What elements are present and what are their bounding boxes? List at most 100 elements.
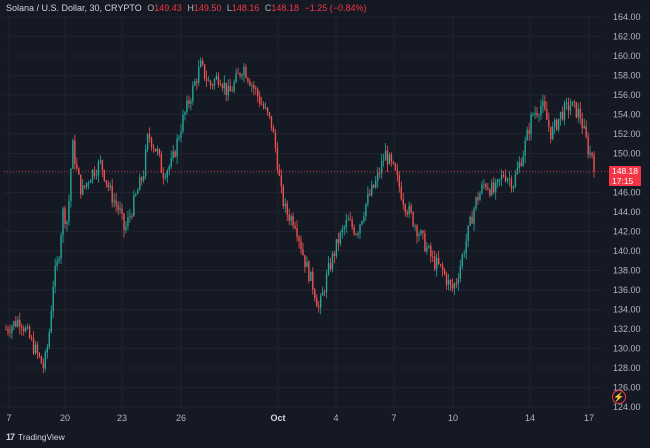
candle (34, 340, 37, 356)
candle (227, 79, 229, 101)
candle (304, 254, 306, 273)
x-tick-label: Oct (270, 413, 285, 423)
candle (44, 349, 47, 372)
candle (465, 233, 467, 260)
candle (251, 82, 253, 93)
candle (430, 242, 432, 263)
candle (62, 206, 64, 243)
candle (174, 149, 176, 158)
candle (418, 231, 420, 242)
candle (491, 179, 493, 197)
candle (455, 278, 458, 288)
candle (257, 87, 259, 103)
candle (7, 325, 9, 336)
tradingview-logo[interactable]: 17 TradingView (6, 432, 65, 442)
candle (127, 211, 129, 231)
candle (434, 250, 436, 272)
low-value: 148.16 (231, 3, 260, 13)
candle (377, 167, 379, 188)
candle (95, 169, 98, 180)
candle (211, 83, 214, 90)
candle (68, 194, 70, 226)
candle (154, 148, 157, 152)
candle (70, 167, 72, 208)
candle (264, 102, 267, 110)
candle (205, 70, 208, 88)
change-value: −1.25 (−0.84%) (304, 3, 367, 13)
candle (142, 170, 145, 183)
candle (463, 249, 465, 258)
candle (318, 301, 320, 313)
x-tick-label: 4 (333, 413, 338, 423)
candle (215, 72, 218, 81)
candle (9, 324, 11, 338)
candle (424, 229, 426, 253)
y-tick-label: 160.00 (613, 51, 641, 61)
candle (316, 294, 318, 307)
candle (575, 101, 578, 119)
candle (188, 95, 190, 109)
candle (552, 121, 554, 141)
candle (26, 323, 29, 330)
candle (565, 98, 568, 110)
candle (371, 180, 373, 198)
x-tick-label: 7 (6, 413, 11, 423)
candle (526, 126, 528, 141)
candle (563, 100, 566, 126)
candle (249, 78, 251, 87)
candle (253, 81, 255, 96)
candle (78, 167, 80, 175)
candle (194, 78, 196, 87)
candle (404, 203, 406, 217)
candle (353, 224, 355, 237)
candle (107, 180, 109, 192)
price-axis[interactable]: 164.00 162.00 160.00 158.00 156.00 154.00 152.… (613, 12, 641, 412)
candle (74, 134, 76, 170)
y-tick-label: 124.00 (613, 402, 641, 412)
candle (439, 263, 442, 268)
candle (119, 201, 121, 215)
candle (416, 224, 418, 244)
x-tick-label: 7 (391, 413, 396, 423)
candle (5, 324, 7, 331)
lightning-icon[interactable]: ⚡ (612, 390, 626, 404)
candle (245, 64, 247, 79)
candle (152, 144, 155, 153)
candle (196, 78, 198, 90)
candle (144, 144, 147, 180)
candle (548, 112, 550, 132)
candle (314, 287, 316, 302)
y-tick-label: 154.00 (613, 110, 641, 120)
candle (469, 215, 471, 227)
candle (587, 132, 589, 159)
candle (357, 231, 359, 239)
candle (396, 163, 399, 182)
candle (146, 132, 149, 152)
candle (46, 343, 48, 359)
candle (13, 320, 15, 331)
candles (5, 57, 595, 374)
candle (168, 164, 170, 176)
candle (522, 150, 524, 167)
candle (569, 98, 572, 116)
candle (508, 171, 511, 187)
symbol-title[interactable]: Solana / U.S. Dollar, 30, CRYPTO (6, 3, 142, 13)
candle (259, 91, 261, 108)
candle (422, 229, 424, 240)
candle (554, 118, 556, 135)
candle (577, 102, 579, 123)
candle (48, 328, 50, 350)
candle (406, 209, 408, 218)
candle (60, 232, 62, 264)
candle (139, 173, 141, 191)
candle (237, 67, 239, 74)
time-axis[interactable]: 7 20 23 26 Oct 4 7 10 14 17 (6, 413, 594, 423)
candle (471, 210, 473, 224)
candle (367, 186, 369, 207)
candle (148, 127, 151, 143)
candle (235, 68, 237, 84)
candle (408, 201, 410, 219)
candle (536, 107, 538, 119)
